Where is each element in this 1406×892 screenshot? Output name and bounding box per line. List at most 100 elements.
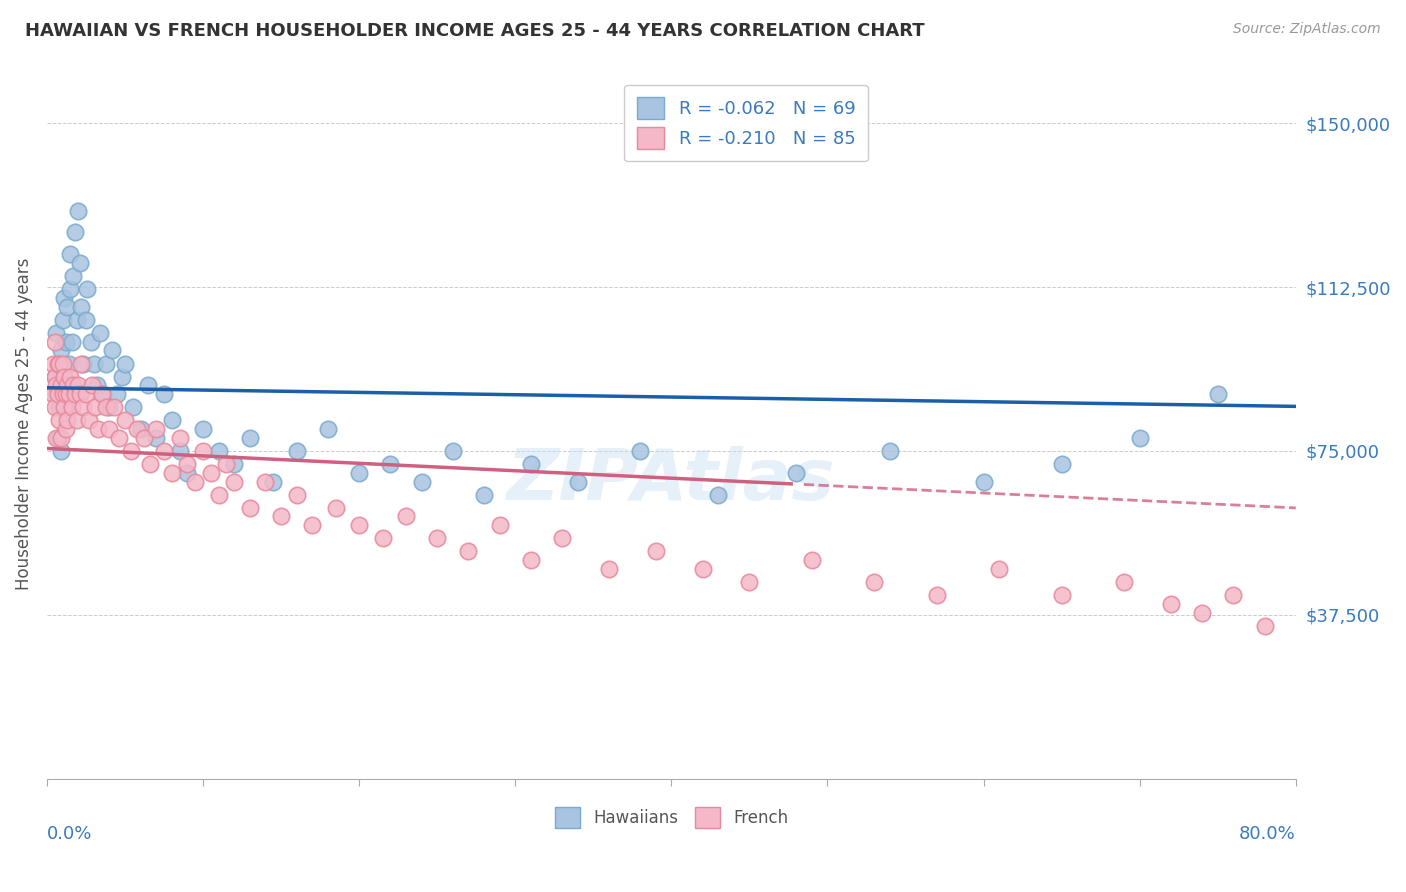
Point <box>49 378 72 392</box>
Point <box>48 357 70 371</box>
Point <box>1160 597 1182 611</box>
Point <box>58 387 80 401</box>
Point <box>96 357 118 371</box>
Point <box>90 387 112 401</box>
Point <box>63 226 86 240</box>
Point <box>59 369 82 384</box>
Point <box>55 387 77 401</box>
Point <box>65 413 87 427</box>
Point <box>53 369 76 384</box>
Point <box>1112 574 1135 589</box>
Point <box>863 574 886 589</box>
Point <box>114 357 136 371</box>
Point <box>301 518 323 533</box>
Point <box>598 562 620 576</box>
Point <box>46 431 69 445</box>
Point <box>160 466 183 480</box>
Point <box>262 475 284 489</box>
Point <box>55 401 77 415</box>
Point <box>488 518 510 533</box>
Point <box>69 387 91 401</box>
Point <box>145 431 167 445</box>
Point <box>51 387 73 401</box>
Point <box>738 574 761 589</box>
Point <box>77 413 100 427</box>
Point <box>84 401 107 415</box>
Point <box>254 475 277 489</box>
Point <box>75 313 97 327</box>
Point <box>98 422 121 436</box>
Point <box>89 326 111 340</box>
Point <box>107 431 129 445</box>
Point <box>51 387 73 401</box>
Point <box>67 203 90 218</box>
Point <box>200 466 222 480</box>
Point <box>160 413 183 427</box>
Point <box>145 422 167 436</box>
Point <box>270 509 292 524</box>
Point <box>139 457 162 471</box>
Text: ZIPAtlas: ZIPAtlas <box>508 446 835 515</box>
Point <box>551 531 574 545</box>
Point <box>51 313 73 327</box>
Point <box>82 378 104 392</box>
Point <box>76 282 98 296</box>
Point <box>132 431 155 445</box>
Point <box>692 562 714 576</box>
Point <box>51 357 73 371</box>
Point <box>707 487 730 501</box>
Point <box>55 334 77 349</box>
Point <box>79 334 101 349</box>
Point <box>72 357 94 371</box>
Point <box>785 466 807 480</box>
Point <box>472 487 495 501</box>
Point <box>67 378 90 392</box>
Point <box>59 282 82 296</box>
Point <box>45 431 67 445</box>
Point <box>48 413 70 427</box>
Point <box>114 413 136 427</box>
Point <box>426 531 449 545</box>
Point <box>44 334 66 349</box>
Point <box>46 387 69 401</box>
Point <box>60 334 83 349</box>
Point <box>153 444 176 458</box>
Point <box>191 444 214 458</box>
Point <box>1050 588 1073 602</box>
Point <box>86 378 108 392</box>
Point <box>925 588 948 602</box>
Point <box>45 387 67 401</box>
Point <box>69 256 91 270</box>
Point <box>1050 457 1073 471</box>
Point <box>56 300 79 314</box>
Text: 0.0%: 0.0% <box>46 825 93 843</box>
Text: 80.0%: 80.0% <box>1239 825 1296 843</box>
Point <box>62 269 84 284</box>
Point <box>56 413 79 427</box>
Point <box>628 444 651 458</box>
Point <box>120 444 142 458</box>
Point <box>184 475 207 489</box>
Point <box>70 357 93 371</box>
Point <box>879 444 901 458</box>
Point <box>153 387 176 401</box>
Point <box>129 422 152 436</box>
Point <box>103 401 125 415</box>
Point <box>325 500 347 515</box>
Point <box>285 487 308 501</box>
Point <box>53 369 76 384</box>
Point <box>347 518 370 533</box>
Point <box>49 431 72 445</box>
Point <box>224 457 246 471</box>
Point <box>441 444 464 458</box>
Point <box>70 300 93 314</box>
Point <box>46 357 69 371</box>
Point <box>457 544 479 558</box>
Point <box>56 378 79 392</box>
Point <box>53 401 76 415</box>
Point <box>239 431 262 445</box>
Point <box>224 475 246 489</box>
Point <box>44 369 66 384</box>
Point <box>169 444 191 458</box>
Point <box>411 475 433 489</box>
